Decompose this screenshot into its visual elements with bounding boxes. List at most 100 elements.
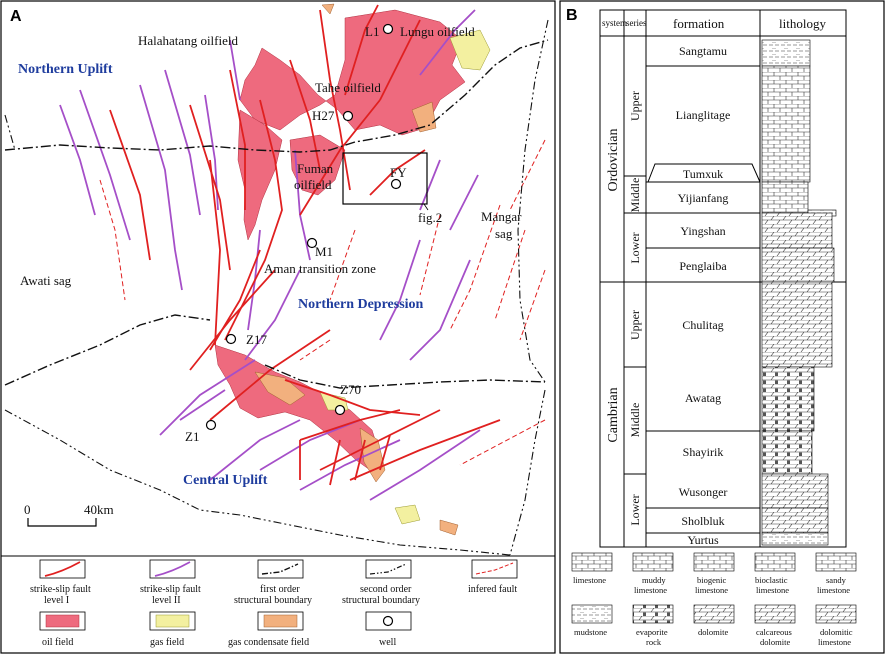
header-lithology: lithology bbox=[779, 16, 826, 31]
lith-evaporite-line2: rock bbox=[646, 637, 662, 647]
well-z17-marker bbox=[225, 333, 237, 345]
lith-mudstone: mudstone bbox=[574, 627, 607, 637]
lith-bioclastic-line1: bioclastic bbox=[755, 575, 788, 585]
well-l1-marker bbox=[382, 23, 394, 35]
label-mangar-line2: sag bbox=[495, 226, 513, 241]
label-well-z1: Z1 bbox=[185, 429, 199, 444]
panel-b-column: B system series formation bbox=[559, 0, 885, 654]
label-northern-depression: Northern Depression bbox=[298, 297, 424, 312]
legend-boundary2-line1: second order bbox=[360, 584, 412, 595]
label-northern-uplift: Northern Uplift bbox=[18, 62, 113, 77]
legend: strike-slip fault level I strike-slip fa… bbox=[1, 555, 555, 648]
legend-fault2-line2: level II bbox=[152, 595, 181, 606]
label-fuman-line2: oilfield bbox=[294, 177, 332, 192]
lith-muddy-line2: limestone bbox=[634, 585, 667, 595]
series-cambrian-lower: Lower bbox=[628, 494, 642, 525]
legend-fault1-line2: level I bbox=[44, 595, 69, 606]
header-formation: formation bbox=[673, 16, 725, 31]
legend-fault1-line1: strike-slip fault bbox=[30, 584, 91, 595]
system-cambrian: Cambrian bbox=[606, 387, 621, 442]
legend-well: well bbox=[379, 637, 396, 648]
panel-b-letter: B bbox=[566, 7, 578, 24]
legend-inferred: infered fault bbox=[468, 584, 517, 595]
legend-oil: oil field bbox=[42, 637, 73, 648]
label-well-z70: Z70 bbox=[340, 382, 361, 397]
formation-sangtamu: Sangtamu bbox=[679, 44, 727, 58]
wells bbox=[205, 23, 402, 431]
label-halahatang-oilfield: Halahatang oilfield bbox=[138, 33, 238, 48]
lithology-column bbox=[761, 39, 837, 546]
label-fig2: fig.2 bbox=[418, 210, 442, 225]
lith-muddy-line1: muddy bbox=[642, 575, 666, 585]
legend-condensate: gas condensate field bbox=[228, 637, 309, 648]
lith-limestone: limestone bbox=[573, 575, 606, 585]
well-m1-marker bbox=[306, 237, 318, 249]
lith-sandy-line2: limestone bbox=[817, 585, 850, 595]
scale-bar: 0 40km bbox=[24, 502, 114, 527]
panel-a-frame bbox=[0, 0, 556, 654]
formation-sholbluk: Sholbluk bbox=[681, 514, 724, 528]
legend-gas-swatch bbox=[155, 614, 190, 628]
well-z1-marker bbox=[205, 419, 217, 431]
well-fy-marker bbox=[390, 178, 402, 190]
series-ordovician-upper: Upper bbox=[628, 91, 642, 121]
formation-lianglitage: Lianglitage bbox=[676, 108, 731, 122]
formation-yijianfang: Yijianfang bbox=[678, 191, 729, 205]
formation-tumxuk: Tumxuk bbox=[683, 167, 723, 181]
lith-biogenic-line2: limestone bbox=[695, 585, 728, 595]
label-well-z17: Z17 bbox=[246, 332, 267, 347]
formation-awatag: Awatag bbox=[685, 391, 721, 405]
label-tahe-oilfield: Tahe oilfield bbox=[315, 80, 381, 95]
scale-max: 40km bbox=[84, 502, 114, 517]
legend-fault2-line1: strike-slip fault bbox=[140, 584, 201, 595]
series-ordovician-lower: Lower bbox=[628, 232, 642, 263]
scale-zero: 0 bbox=[24, 502, 31, 517]
legend-gas: gas field bbox=[150, 637, 184, 648]
fig2-leader bbox=[423, 203, 429, 211]
lith-dolomitic-line1: dolomitic bbox=[820, 627, 853, 637]
header-system: system bbox=[602, 18, 627, 28]
panel-a-map: A bbox=[0, 0, 556, 654]
legend-condensate-swatch bbox=[263, 614, 298, 628]
legend-swatch-boundary1 bbox=[257, 559, 304, 579]
lithology-legend: limestone muddy limestone biogenic limes… bbox=[571, 552, 857, 647]
gas-fields bbox=[319, 29, 491, 525]
series-cambrian-middle: Middle bbox=[628, 403, 642, 438]
lith-dolomitic-line2: limestone bbox=[818, 637, 851, 647]
formation-wusonger: Wusonger bbox=[679, 485, 728, 499]
series-ordovician-middle: Middle bbox=[628, 178, 642, 213]
label-lungu-oilfield: Lungu oilfield bbox=[400, 24, 475, 39]
strike-slip-faults-level-2 bbox=[59, 9, 481, 501]
lith-biogenic-line1: biogenic bbox=[697, 575, 726, 585]
first-order-boundaries bbox=[4, 39, 549, 389]
label-well-h27: H27 bbox=[312, 108, 335, 123]
lith-dolomite: dolomite bbox=[698, 627, 728, 637]
second-order-boundaries bbox=[4, 19, 549, 556]
lith-calcareous-line1: calcareous bbox=[756, 627, 792, 637]
legend-boundary1-line1: first order bbox=[260, 584, 300, 595]
series-cambrian-upper: Upper bbox=[628, 310, 642, 340]
formation-chulitag: Chulitag bbox=[682, 318, 723, 332]
label-awati-sag: Awati sag bbox=[20, 273, 72, 288]
formation-shayirik: Shayirik bbox=[683, 445, 724, 459]
formation-yingshan: Yingshan bbox=[680, 224, 725, 238]
formation-penglaiba: Penglaiba bbox=[679, 259, 727, 273]
lith-calcareous-line2: dolomite bbox=[760, 637, 790, 647]
well-z70-marker bbox=[334, 404, 346, 416]
lith-sandy-line1: sandy bbox=[826, 575, 847, 585]
legend-swatch-inferred bbox=[471, 559, 518, 579]
well-h27-marker bbox=[342, 110, 354, 122]
legend-swatch-boundary2 bbox=[365, 559, 412, 579]
header-series: series bbox=[626, 18, 647, 28]
label-mangar-line1: Mangar bbox=[481, 209, 522, 224]
strike-slip-faults-level-1 bbox=[109, 4, 501, 486]
lith-evaporite-line1: evaporite bbox=[636, 627, 668, 637]
label-central-uplift: Central Uplift bbox=[183, 473, 268, 488]
label-aman-transition-zone: Aman transition zone bbox=[264, 261, 376, 276]
label-well-fy: FY bbox=[390, 165, 407, 180]
fig2-inset-box bbox=[342, 152, 428, 205]
panel-b-frame bbox=[559, 0, 885, 654]
inferred-faults bbox=[99, 139, 546, 466]
label-well-m1: M1 bbox=[315, 244, 333, 259]
